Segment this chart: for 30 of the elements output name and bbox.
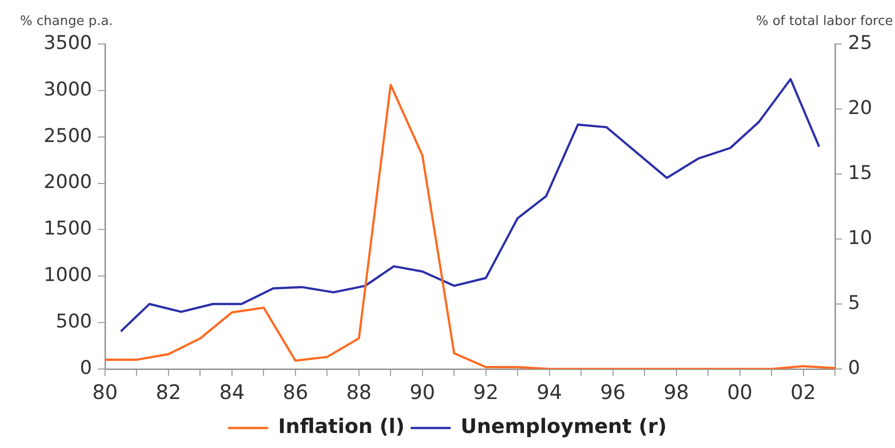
y2-axis-title: % of total labor force (756, 14, 893, 29)
y2-tick-label: 25 (848, 32, 872, 54)
y2-tick-label: 20 (848, 96, 872, 119)
y-tick-label: 2500 (44, 124, 92, 147)
x-tick-label: 94 (536, 380, 562, 404)
y-axis-title: % change p.a. (20, 14, 113, 29)
x-tick-label: 80 (92, 380, 118, 404)
y-tick-label: 2000 (44, 171, 92, 194)
y-tick-label: 0 (80, 356, 92, 379)
x-tick-label: 82 (156, 380, 182, 404)
legend-label: Unemployment (r) (460, 414, 667, 438)
y2-tick-label: 5 (848, 292, 860, 314)
x-tick-label: 96 (600, 380, 626, 404)
y-tick-label: 1500 (44, 218, 92, 240)
y-tick-label: 500 (56, 310, 92, 333)
y-tick-label: 3000 (44, 78, 92, 100)
y2-tick-label: 0 (848, 356, 860, 379)
x-tick-label: 00 (727, 380, 753, 404)
x-tick-label: 88 (346, 380, 372, 404)
x-tick-label: 84 (219, 380, 245, 404)
x-tick-label: 86 (282, 380, 308, 404)
x-tick-label: 02 (790, 380, 816, 404)
y2-tick-label: 10 (848, 226, 872, 249)
x-tick-label: 98 (664, 380, 690, 404)
y-tick-label: 1000 (44, 264, 92, 286)
x-tick-label: 92 (473, 380, 499, 404)
y-tick-label: 3500 (44, 32, 92, 54)
x-tick-label: 90 (410, 380, 436, 404)
y2-tick-label: 15 (848, 162, 872, 184)
legend-label: Inflation (l) (278, 414, 405, 438)
